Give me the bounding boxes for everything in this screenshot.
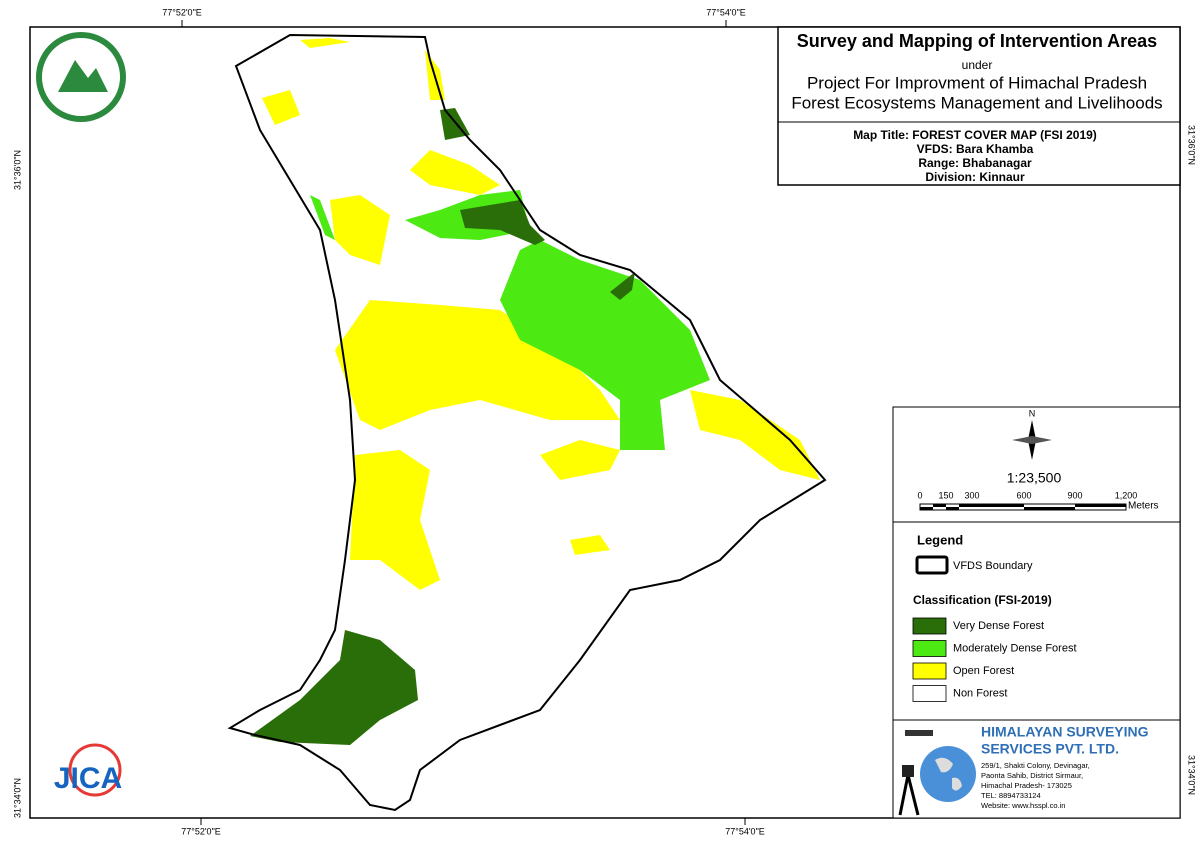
- forest-logo: [36, 32, 126, 122]
- company-name: SERVICES PVT. LTD.: [981, 741, 1119, 757]
- scale-label: 300: [964, 490, 979, 500]
- legend-label: Non Forest: [953, 687, 1007, 699]
- map-info: Range: Bhabanagar: [918, 156, 1032, 170]
- scale-label: 1,200: [1115, 490, 1138, 500]
- legend-swatch: [912, 685, 947, 702]
- open-forest: [262, 38, 820, 590]
- coord-label: 77°54'0"E: [725, 826, 765, 836]
- project: Forest Ecosystems Management and Livelih…: [791, 93, 1162, 112]
- coord-label: 31°36'0"N: [12, 150, 22, 190]
- scale-bar: [919, 503, 1127, 511]
- address-line: Website: www.hsspl.co.in: [981, 801, 1065, 810]
- title: Survey and Mapping of Intervention Areas: [797, 31, 1157, 51]
- legend-label: Very Dense Forest: [953, 620, 1044, 632]
- jica-text: JICA: [54, 762, 122, 795]
- legend-subtitle: Classification (FSI-2019): [913, 593, 1052, 607]
- scale-label: 900: [1067, 490, 1082, 500]
- scale-unit: Meters: [1128, 501, 1159, 512]
- jica-logo: JICA: [54, 743, 122, 797]
- legend-swatch: [912, 640, 947, 657]
- coord-label: 31°36'0"N: [1187, 125, 1197, 165]
- map-info: Division: Kinnaur: [925, 170, 1025, 184]
- coord-label: 77°52'0"E: [181, 826, 221, 836]
- scale-label: 600: [1016, 490, 1031, 500]
- map-info: VFDS: Bara Khamba: [917, 142, 1034, 156]
- north-label: N: [1029, 408, 1036, 418]
- legend-label: VFDS Boundary: [953, 560, 1033, 572]
- legend-swatch: [912, 617, 947, 635]
- study-area: [227, 33, 827, 812]
- address-line: 259/1, Shakti Colony, Devinagar,: [981, 761, 1090, 770]
- project: Project For Improvment of Himachal Prade…: [807, 73, 1147, 92]
- coord-label: 77°54'0"E: [706, 7, 746, 17]
- under: under: [962, 58, 993, 72]
- company-block: HIMALAYAN SURVEYING SERVICES PVT. LTD. 2…: [892, 719, 1181, 819]
- legend-label: Open Forest: [953, 665, 1014, 677]
- scale-label: 0: [917, 490, 922, 500]
- company-name: HIMALAYAN SURVEYING: [981, 724, 1149, 740]
- coord-label: 77°52'0"E: [162, 7, 202, 17]
- scale-ratio: 1:23,500: [1007, 470, 1062, 486]
- map-info: Map Title: FOREST COVER MAP (FSI 2019): [853, 128, 1097, 142]
- globe-logo: [920, 746, 976, 802]
- vfds-boundary: [227, 33, 827, 812]
- address-line: Himachal Pradesh- 173025: [981, 781, 1072, 790]
- legend-panel: N 1:23,500 0 150 300 600 900 1,200 Meters Leg…: [892, 406, 1181, 721]
- boundary-swatch: [915, 555, 949, 575]
- address-line: Paonta Sahib, District Sirmaur,: [981, 771, 1083, 780]
- north-arrow: [1012, 436, 1052, 444]
- scale-label: 150: [938, 490, 953, 500]
- legend-label: Moderately Dense Forest: [953, 642, 1077, 654]
- coord-label: 31°34'0"N: [12, 778, 22, 818]
- legend-title: Legend: [917, 532, 963, 547]
- graticule: 77°52'0"E 77°54'0"E 77°52'0"E 77°54'0"E …: [12, 7, 1196, 836]
- address-line: TEL: 8894733124: [981, 791, 1041, 800]
- legend-swatch: [912, 662, 947, 680]
- coord-label: 31°34'0"N: [1187, 755, 1197, 795]
- title-block: Survey and Mapping of Intervention Areas…: [777, 26, 1181, 186]
